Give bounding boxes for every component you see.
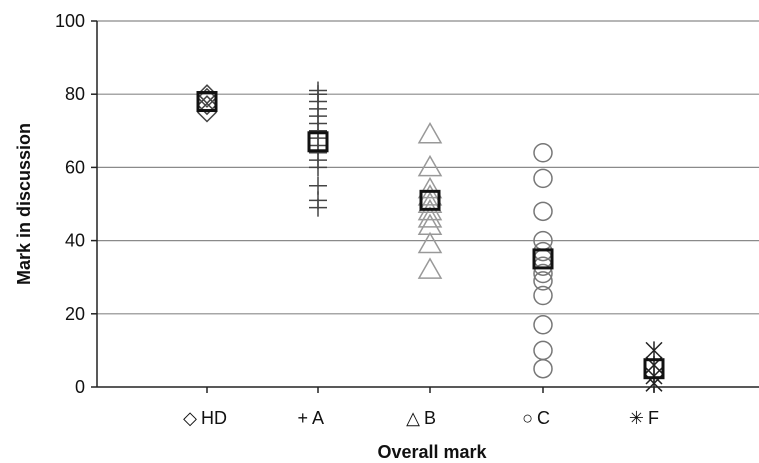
x-tick-text: C	[537, 408, 550, 428]
y-axis-title: Mark in discussion	[14, 123, 34, 285]
data-point	[533, 201, 553, 222]
x-tick-symbol: △	[406, 408, 420, 428]
data-point	[533, 285, 553, 306]
data-point	[533, 263, 553, 284]
y-tick-label: 40	[65, 231, 85, 251]
data-point	[417, 184, 443, 206]
data-point	[417, 121, 443, 144]
series-F	[645, 341, 663, 393]
data-point	[417, 154, 443, 177]
axes	[91, 20, 759, 393]
series-C	[533, 143, 553, 379]
series-A	[309, 81, 327, 217]
y-tick-label: 60	[65, 157, 85, 177]
x-tick-symbol: +	[297, 408, 308, 428]
data-point	[533, 143, 553, 163]
series-HD	[196, 84, 218, 123]
data-point	[645, 341, 663, 360]
y-tick-label: 100	[55, 11, 85, 31]
y-tick-labels: 0 20 40 60 80 100	[55, 11, 85, 397]
mean-marker-B	[419, 189, 441, 211]
x-tick-label-B: △ B	[406, 408, 436, 428]
mean-marker-A	[307, 131, 329, 153]
x-tick-label-C: ○ C	[522, 408, 550, 428]
data-point	[533, 315, 553, 335]
mean-marker-HD	[196, 91, 218, 113]
data-point	[417, 206, 443, 228]
data-point	[533, 340, 553, 361]
mean-marker-C	[532, 248, 554, 270]
x-tick-label-F: ✳ F	[629, 408, 659, 428]
mean-marker-F	[643, 358, 665, 380]
x-tick-labels: ◇ HD + A △ B ○ C ✳ F	[183, 408, 659, 428]
x-tick-symbol: ✳	[629, 408, 644, 428]
data-point	[417, 231, 443, 254]
data-point	[533, 168, 553, 189]
data-point	[417, 176, 443, 199]
grid-lines	[97, 20, 759, 315]
data-point	[417, 191, 443, 213]
y-tick-label: 0	[75, 377, 85, 397]
x-axis-title: Overall mark	[377, 442, 487, 462]
x-tick-text: HD	[201, 408, 227, 428]
data-point	[533, 271, 553, 291]
x-tick-symbol: ◇	[183, 408, 197, 428]
data-point	[309, 176, 327, 195]
data-points	[196, 81, 663, 393]
mean-markers	[196, 91, 665, 380]
x-tick-symbol: ○	[522, 408, 533, 428]
x-tick-text: A	[312, 408, 324, 428]
data-point	[417, 257, 443, 279]
x-tick-label-HD: ◇ HD	[183, 408, 227, 428]
x-tick-text: F	[648, 408, 659, 428]
data-point	[196, 87, 218, 108]
data-point	[417, 213, 443, 235]
data-point	[533, 358, 553, 379]
y-tick-label: 20	[65, 304, 85, 324]
data-point	[309, 81, 327, 100]
x-tick-label-A: + A	[297, 408, 324, 428]
data-point	[196, 95, 218, 116]
y-tick-label: 80	[65, 84, 85, 104]
x-tick-text: B	[424, 408, 436, 428]
